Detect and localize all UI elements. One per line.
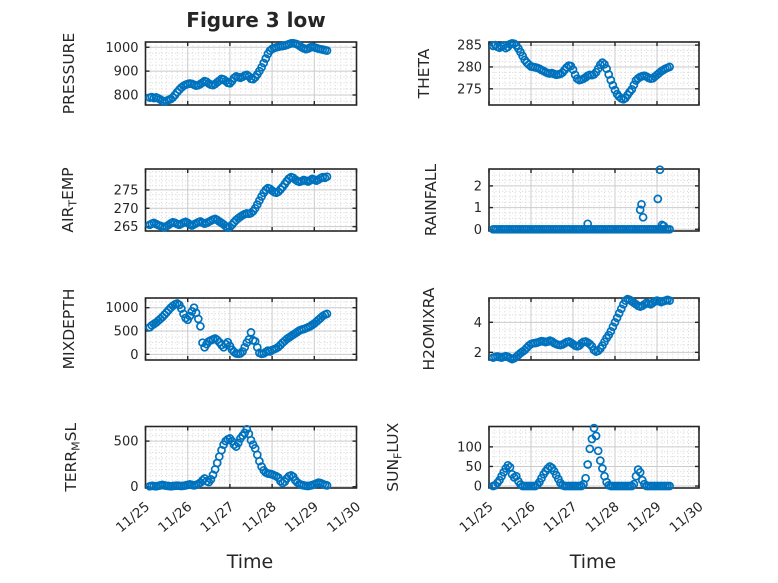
y-tick-labels: 0 500 1000 bbox=[105, 301, 138, 363]
scatter-markers bbox=[488, 38, 674, 104]
x-tick-label: 11/30 bbox=[324, 499, 364, 536]
subplot-mixdepth: 0 500 1000 MIXDEPTH bbox=[60, 289, 358, 370]
x-tick-label: 11/26 bbox=[155, 499, 195, 536]
tick-marks bbox=[488, 298, 700, 360]
major-grid bbox=[489, 426, 699, 488]
y-tick-label: 2 bbox=[474, 179, 482, 194]
y-axis-label-pressure: PRESSURE bbox=[60, 33, 78, 115]
subplot-theta: 275 280 285 THETA bbox=[415, 38, 700, 106]
major-grid bbox=[489, 169, 699, 231]
y-tick-label: 0 bbox=[474, 480, 482, 495]
x-axis-label-left: Time bbox=[226, 551, 274, 573]
y-tick-label: 100 bbox=[457, 440, 482, 455]
minor-grid bbox=[145, 426, 357, 488]
subplot-rainfall: 0 1 2 RAINFALL bbox=[422, 163, 700, 238]
tick-marks bbox=[144, 298, 358, 360]
x-tick-label: 11/25 bbox=[456, 499, 496, 536]
x-tick-labels: 11/25 11/26 11/27 11/28 11/29 11/30 bbox=[456, 499, 706, 536]
scatter-markers bbox=[145, 172, 332, 233]
major-grid bbox=[145, 42, 357, 105]
y-tick-labels: 24 bbox=[474, 316, 482, 361]
scatter-markers bbox=[488, 294, 674, 364]
y-tick-labels: 275 280 285 bbox=[457, 39, 482, 98]
y-tick-label: 265 bbox=[114, 220, 139, 235]
y-tick-labels: 265 270 275 bbox=[114, 183, 139, 235]
tick-marks bbox=[488, 426, 700, 488]
y-axis-label-terr_msl: TERRMSL bbox=[62, 422, 83, 492]
x-tick-labels: 11/25 11/26 11/27 11/28 11/29 11/30 bbox=[113, 499, 364, 536]
subplot-sun_flux: 0 50 100 SUNFLUX 11/25 11/26 11/27 11/28 11/29 11… bbox=[384, 422, 707, 536]
y-tick-label: 270 bbox=[114, 202, 139, 217]
y-tick-label: 1000 bbox=[105, 41, 138, 56]
y-tick-label: 280 bbox=[457, 60, 482, 75]
y-tick-labels: 0 500 bbox=[114, 435, 139, 496]
major-grid bbox=[145, 298, 357, 360]
y-tick-labels: 0 1 2 bbox=[474, 179, 482, 237]
y-axis-label-rainfall: RAINFALL bbox=[422, 163, 440, 236]
axes-box bbox=[144, 297, 358, 361]
y-tick-label: 0 bbox=[474, 223, 482, 238]
y-axis-label-h2omixra: H2OMIXRA bbox=[420, 287, 438, 370]
y-axis-label-mixdepth: MIXDEPTH bbox=[60, 289, 78, 370]
x-tick-label: 11/29 bbox=[624, 499, 664, 536]
y-axis-label-theta: THETA bbox=[415, 48, 433, 99]
y-tick-label: 50 bbox=[465, 460, 482, 475]
y-tick-label: 0 bbox=[130, 480, 138, 495]
axes-box bbox=[488, 41, 700, 106]
y-tick-label: 2 bbox=[474, 346, 482, 361]
x-tick-label: 11/27 bbox=[197, 499, 237, 536]
y-tick-label: 1 bbox=[474, 201, 482, 216]
axes-box bbox=[144, 41, 358, 106]
subplot-terr_msl: 0 500 TERRMSL 11/25 11/26 11/27 11/28 11/29 11/3… bbox=[62, 422, 364, 536]
scatter-markers bbox=[488, 165, 674, 234]
subplot-air_temp: 265 270 275 AIRTEMP bbox=[59, 167, 358, 235]
axes-box bbox=[488, 425, 700, 489]
figure-title: Figure 3 low bbox=[186, 8, 326, 32]
x-axis-label-right: Time bbox=[569, 551, 617, 573]
scatter-markers bbox=[145, 424, 332, 491]
y-tick-label: 4 bbox=[474, 316, 482, 331]
y-tick-labels: 0 50 100 bbox=[457, 440, 482, 494]
x-tick-label: 11/26 bbox=[498, 499, 538, 536]
y-tick-label: 0 bbox=[130, 348, 138, 363]
x-tick-label: 11/25 bbox=[113, 499, 153, 536]
scatter-markers bbox=[145, 299, 332, 359]
y-tick-label: 275 bbox=[457, 82, 482, 97]
y-tick-label: 500 bbox=[114, 435, 139, 450]
x-tick-label: 11/29 bbox=[282, 499, 322, 536]
axes-box bbox=[488, 168, 700, 232]
minor-grid bbox=[489, 42, 699, 105]
y-tick-labels: 800 900 1000 bbox=[105, 41, 138, 104]
y-tick-label: 500 bbox=[114, 325, 139, 340]
y-tick-label: 800 bbox=[114, 88, 139, 103]
x-tick-label: 11/30 bbox=[666, 499, 706, 536]
subplot-pressure: 800 900 1000 PRESSURE bbox=[60, 33, 358, 115]
major-grid bbox=[489, 42, 699, 105]
y-tick-label: 1000 bbox=[105, 301, 138, 316]
axes-box bbox=[144, 168, 358, 232]
x-tick-label: 11/27 bbox=[540, 499, 580, 536]
tick-marks bbox=[488, 169, 700, 231]
y-axis-label-sun_flux: SUNFLUX bbox=[384, 422, 405, 491]
minor-grid bbox=[489, 426, 699, 488]
y-axis-label-air_temp: AIRTEMP bbox=[59, 167, 80, 232]
x-tick-label: 11/28 bbox=[582, 499, 622, 536]
axes-box bbox=[144, 425, 358, 489]
axes-box bbox=[488, 297, 700, 361]
minor-grid bbox=[489, 169, 699, 231]
y-tick-label: 285 bbox=[457, 39, 482, 54]
scatter-markers bbox=[145, 38, 332, 107]
scatter-markers bbox=[488, 423, 674, 491]
x-tick-label: 11/28 bbox=[240, 499, 280, 536]
y-tick-label: 275 bbox=[114, 183, 139, 198]
y-tick-label: 900 bbox=[114, 65, 139, 80]
